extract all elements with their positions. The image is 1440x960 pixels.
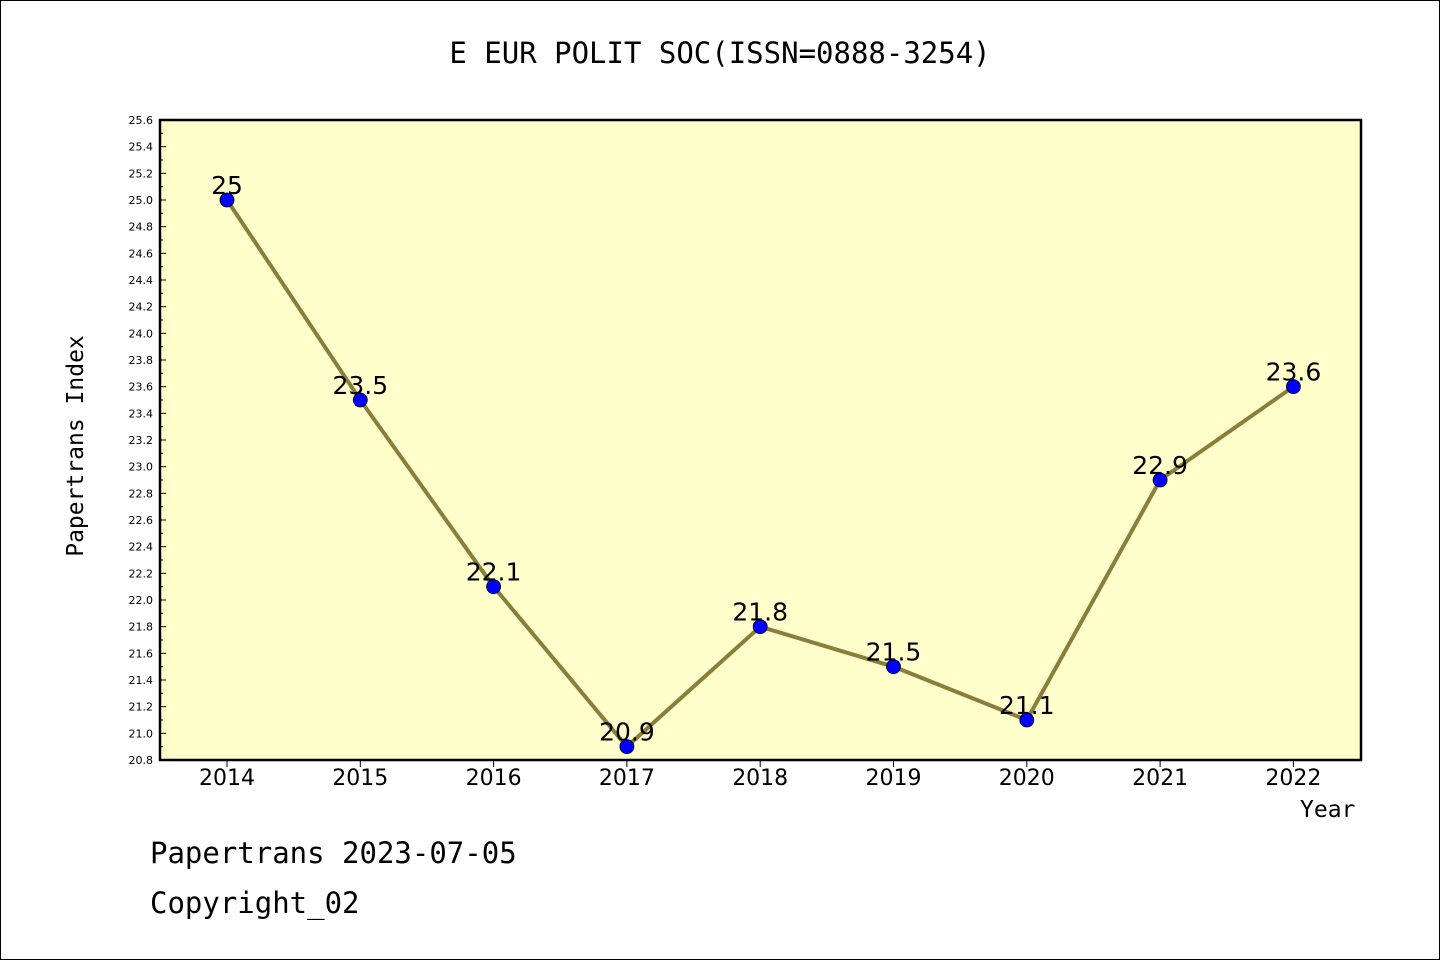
- y-tick-label: 25.0: [129, 194, 154, 207]
- data-label: 21.5: [866, 638, 922, 667]
- data-label: 23.5: [332, 371, 388, 400]
- x-tick-label: 2019: [866, 766, 922, 791]
- y-tick-label: 23.6: [129, 381, 154, 394]
- data-label: 22.1: [466, 558, 522, 587]
- data-point: [886, 659, 901, 675]
- y-tick-label: 24.4: [129, 274, 154, 287]
- y-tick-label: 22.2: [129, 567, 154, 580]
- y-tick-label: 25.6: [129, 114, 154, 127]
- x-tick-label: 2014: [199, 766, 255, 791]
- y-tick-label: 23.4: [129, 407, 154, 420]
- x-tick-label: 2017: [599, 766, 655, 791]
- data-point: [219, 192, 235, 208]
- data-label: 20.9: [599, 718, 655, 747]
- data-label: 23.6: [1266, 358, 1322, 387]
- data-label: 25: [211, 171, 243, 200]
- data-point: [1019, 712, 1035, 728]
- y-tick-label: 22.4: [129, 541, 154, 554]
- data-point: [486, 579, 502, 595]
- data-point: [1286, 379, 1301, 395]
- y-tick-label: 22.0: [129, 594, 154, 607]
- footer-copyright: Copyright_02: [150, 886, 360, 920]
- x-tick-label: 2021: [1132, 766, 1188, 791]
- x-tick-label: 2016: [466, 766, 522, 791]
- footer-date: Papertrans 2023-07-05: [150, 836, 517, 870]
- y-tick-label: 24.8: [129, 221, 154, 234]
- x-tick-label: 2022: [1265, 766, 1321, 791]
- chart-title: E EUR POLIT SOC(ISSN=0888-3254): [449, 36, 991, 70]
- y-tick-label: 20.8: [129, 754, 154, 767]
- data-point: [352, 392, 368, 408]
- y-tick-label: 25.4: [129, 141, 154, 154]
- y-tick-label: 24.6: [129, 247, 154, 260]
- y-tick-label: 22.8: [129, 487, 154, 500]
- y-tick-label: 21.2: [129, 701, 154, 714]
- data-label: 21.1: [999, 691, 1055, 720]
- y-tick-label: 22.6: [129, 514, 154, 527]
- y-tick-label: 21.4: [129, 674, 154, 687]
- data-point: [1152, 472, 1168, 488]
- x-tick-label: 2015: [332, 766, 388, 791]
- y-tick-label: 23.8: [129, 354, 154, 367]
- y-tick-label: 23.0: [129, 461, 154, 474]
- y-tick-label: 24.0: [129, 327, 154, 340]
- plot-border: [158, 118, 1363, 762]
- y-tick-label: 24.2: [129, 301, 154, 314]
- y-tick-label: 21.0: [129, 727, 154, 740]
- x-axis-label: Year: [1300, 797, 1356, 823]
- plot-area: [160, 120, 1361, 760]
- data-point: [752, 619, 768, 635]
- data-point: [619, 739, 635, 755]
- y-tick-label: 21.6: [129, 647, 154, 660]
- y-tick-label: 25.2: [129, 167, 154, 180]
- x-tick-label: 2018: [732, 766, 788, 791]
- data-label: 22.9: [1132, 451, 1188, 480]
- x-tick-label: 2020: [999, 766, 1055, 791]
- y-tick-label: 23.2: [129, 434, 154, 447]
- y-tick-label: 21.8: [129, 621, 154, 634]
- data-label: 21.8: [732, 598, 788, 627]
